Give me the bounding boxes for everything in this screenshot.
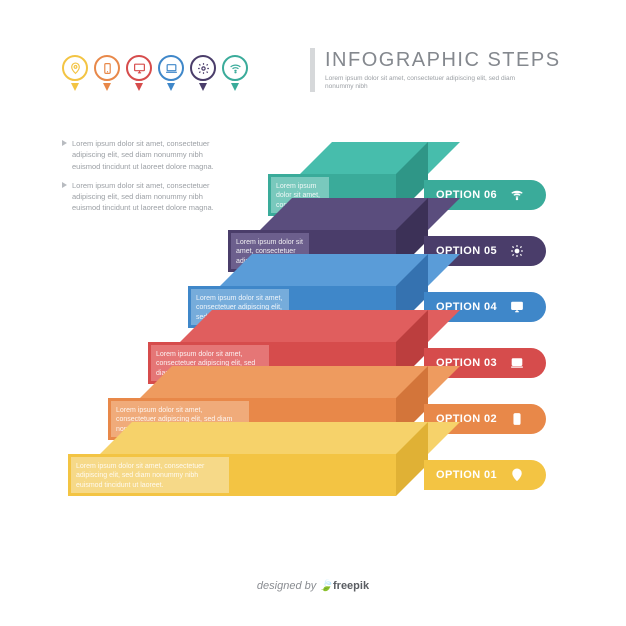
wifi-icon <box>509 188 524 203</box>
mobile-icon <box>94 55 120 89</box>
option-label: OPTION 01 <box>436 469 497 481</box>
mobile-icon <box>509 412 524 427</box>
wifi-icon <box>222 55 248 89</box>
option-pill-1: OPTION 01 <box>424 460 546 490</box>
page-subtitle: Lorem ipsum dolor sit amet, consectetuer… <box>325 75 525 92</box>
laptop-icon <box>509 356 524 371</box>
header-icon-row <box>62 55 248 89</box>
gear-icon <box>190 55 216 89</box>
footer-prefix: designed by <box>257 580 319 592</box>
location-icon <box>62 55 88 89</box>
location-icon <box>509 468 524 483</box>
title-bar <box>310 48 315 92</box>
stairs-diagram: Lorem ipsum dolor sit amet, consectetuer… <box>48 130 588 550</box>
title-area: INFOGRAPHIC STEPS Lorem ipsum dolor sit … <box>310 48 561 92</box>
gear-icon <box>509 244 524 259</box>
monitor-icon <box>509 300 524 315</box>
laptop-icon <box>158 55 184 89</box>
step-text: Lorem ipsum dolor sit amet, consectetuer… <box>71 457 229 493</box>
page-title: INFOGRAPHIC STEPS <box>325 49 561 72</box>
monitor-icon <box>126 55 152 89</box>
footer-credit: designed by 🍃freepik <box>0 579 626 592</box>
footer-brand: freepik <box>333 580 369 592</box>
